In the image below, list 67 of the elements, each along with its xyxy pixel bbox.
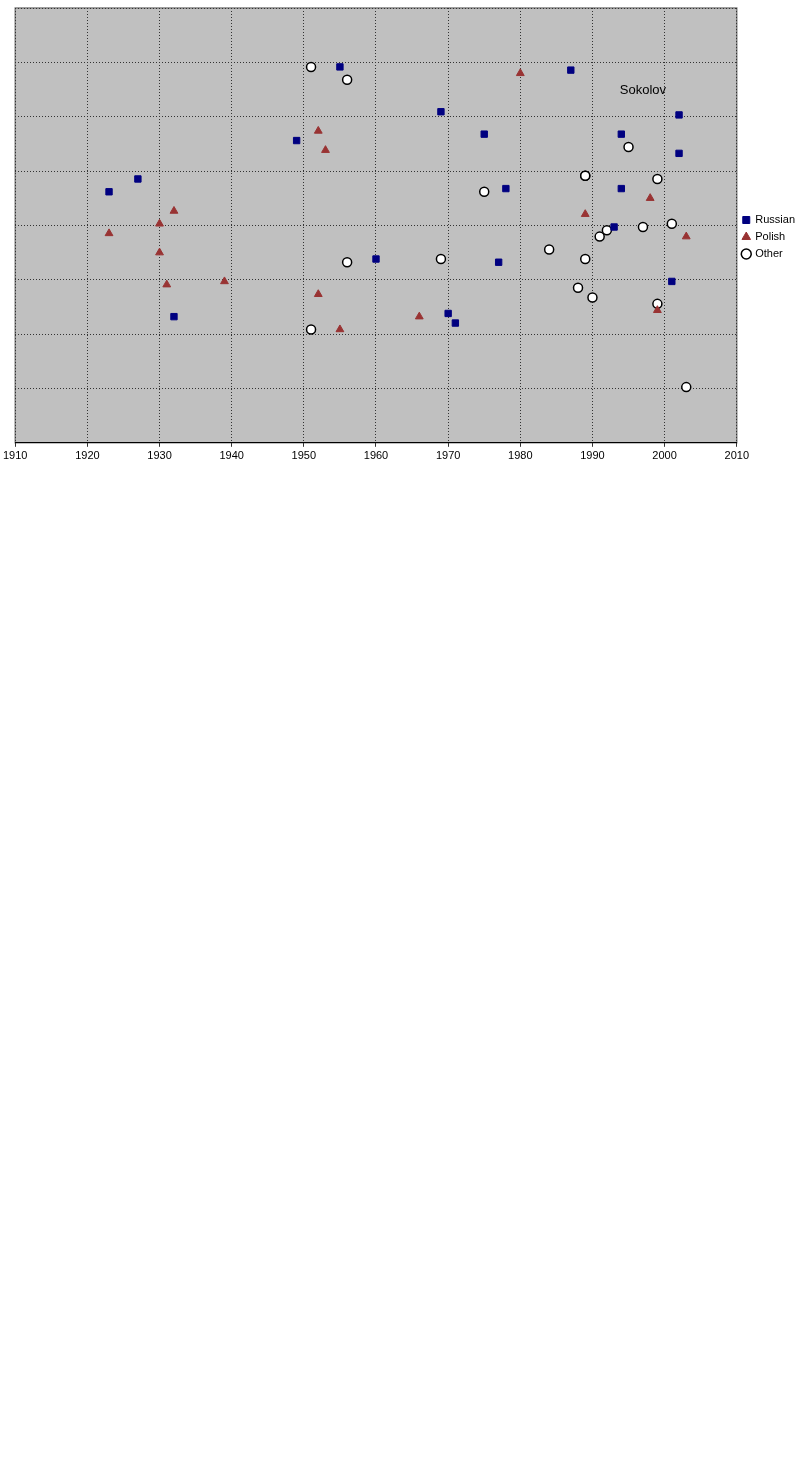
- point: [341, 256, 353, 268]
- point: [494, 258, 503, 266]
- point: [478, 186, 490, 198]
- point: [580, 209, 590, 217]
- point: [502, 184, 510, 193]
- annotation: Sokolov: [619, 82, 667, 98]
- point: [313, 289, 323, 297]
- point: [666, 218, 678, 230]
- point: [567, 66, 575, 74]
- point: [681, 381, 692, 393]
- point: [341, 74, 353, 85]
- point: [220, 276, 229, 285]
- point: [169, 205, 179, 214]
- point: [668, 277, 676, 286]
- point: [435, 253, 447, 265]
- point: [645, 193, 655, 201]
- point: [594, 231, 605, 242]
- point: [155, 218, 164, 227]
- legend-label: Polish: [755, 230, 786, 243]
- point: [444, 309, 452, 318]
- point: [480, 130, 488, 138]
- x-tick-label: 2000: [652, 449, 677, 462]
- point: [336, 63, 344, 71]
- point: [572, 282, 584, 294]
- point: [675, 111, 683, 119]
- legend-label: Other: [755, 247, 784, 260]
- x-tick-label: 1940: [219, 449, 244, 462]
- point: [134, 175, 142, 183]
- point: [162, 279, 172, 288]
- x-tick-label: 1910: [2, 449, 28, 462]
- point: [675, 149, 683, 158]
- point: [637, 221, 649, 233]
- point: [451, 319, 460, 327]
- x-tick-label: 1960: [363, 449, 389, 462]
- point: [437, 108, 445, 116]
- point: [515, 68, 525, 77]
- point: [372, 255, 380, 263]
- x-tick-label: 1980: [508, 449, 533, 462]
- x-tick-label: 1950: [291, 449, 317, 462]
- point: [155, 247, 164, 256]
- point: [414, 311, 424, 320]
- x-tick-label: 1920: [75, 449, 100, 462]
- point: [617, 130, 625, 138]
- point: [305, 324, 317, 335]
- point: [305, 61, 317, 73]
- point: [623, 141, 634, 153]
- point: [601, 224, 613, 236]
- point: [610, 223, 618, 231]
- legend-label: Russian: [755, 213, 796, 226]
- point: [681, 231, 691, 240]
- point: [104, 228, 114, 237]
- x-tick-label: 1990: [580, 449, 605, 462]
- point: [653, 305, 662, 313]
- point: [170, 312, 178, 321]
- point: [579, 253, 591, 265]
- point: [313, 125, 323, 134]
- x-tick-label: 2010: [724, 449, 749, 462]
- point: [335, 324, 345, 333]
- point: [587, 292, 598, 303]
- point: [321, 145, 330, 153]
- x-tick-label: 1970: [435, 449, 461, 462]
- point: [292, 136, 301, 145]
- point: [617, 184, 625, 193]
- point: [652, 173, 663, 185]
- point: [543, 244, 555, 255]
- point: [105, 188, 113, 196]
- x-tick-label: 1930: [147, 449, 172, 462]
